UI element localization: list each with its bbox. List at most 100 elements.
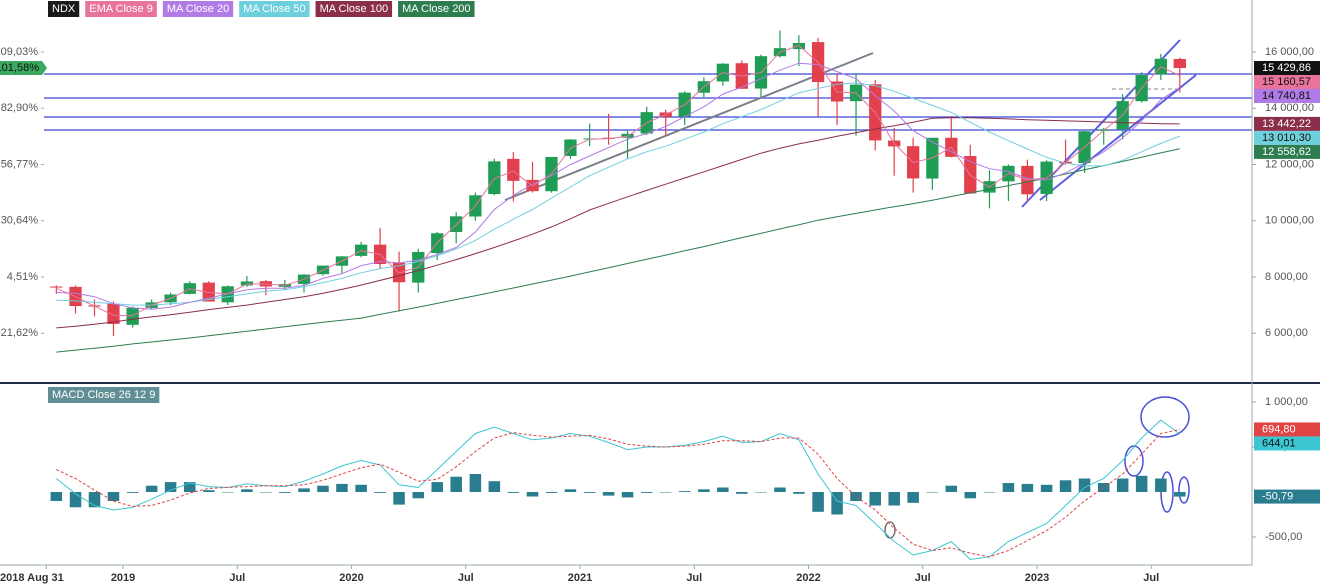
x-tick-label: 2021 — [568, 572, 592, 584]
histogram-bar — [260, 492, 272, 493]
histogram-bar — [145, 485, 158, 493]
value-badge — [1254, 74, 1320, 89]
ma-line — [56, 82, 1180, 306]
histogram-bar — [221, 492, 234, 493]
candle-body — [107, 303, 120, 324]
y-tick-label: 8 000,00 — [1265, 271, 1308, 283]
histogram-bar — [964, 492, 977, 499]
histogram-bar — [659, 492, 672, 493]
candle-body — [1173, 58, 1186, 68]
x-tick-label: 2020 — [339, 572, 363, 584]
y2-tick-label: 82,90% — [1, 102, 39, 114]
legend-label: MA Close 200 — [402, 3, 470, 15]
y-tick-label: 16 000,00 — [1265, 46, 1314, 58]
histogram-bar — [945, 485, 958, 493]
x-tick-label: 2019 — [111, 572, 135, 584]
y2-tick-label: 56,77% — [1, 158, 39, 170]
percent-badge-label: 101,58% — [0, 62, 39, 74]
value-badge-label: 12 558,62 — [1262, 146, 1311, 158]
y2-tick-label: -21,62% — [0, 327, 38, 339]
histogram-bar — [241, 489, 253, 493]
percent-badge-arrow — [42, 60, 47, 75]
value-badge-label: 14 740,81 — [1262, 90, 1311, 102]
histogram-bar — [507, 492, 520, 493]
candle-body — [50, 286, 63, 288]
histogram-bar — [621, 492, 634, 498]
histogram-bar — [450, 476, 462, 493]
legend-box — [85, 1, 157, 17]
x-tick-label: 2022 — [796, 572, 820, 584]
y-tick-label: 10 000,00 — [1265, 215, 1314, 227]
histogram-bar — [1116, 478, 1129, 493]
histogram-bar — [1002, 483, 1015, 493]
histogram-bar — [184, 482, 196, 493]
highlight-ellipse — [1140, 396, 1190, 438]
x-tick-label: Jul — [1143, 572, 1159, 584]
histogram-bar — [926, 492, 939, 493]
value-badge-label: 13 442,22 — [1262, 118, 1311, 130]
legend-box — [48, 1, 80, 17]
candle-body — [507, 158, 520, 181]
histogram-bar — [793, 492, 805, 494]
histogram-bar — [869, 492, 881, 506]
histogram-bar — [831, 492, 843, 515]
legend-label: NDX — [52, 3, 76, 15]
x-tick-label: Jul — [915, 572, 931, 584]
histogram-bar — [1174, 492, 1186, 497]
histogram-bar — [1155, 478, 1167, 493]
ma-line — [56, 62, 1181, 310]
x-tick-label: Jul — [686, 572, 702, 584]
value-badge — [1254, 60, 1320, 75]
histogram-bar — [336, 483, 348, 493]
histogram-bar — [1135, 475, 1148, 493]
histogram-bar — [640, 492, 653, 493]
percent-badge — [0, 60, 42, 75]
histogram-bar — [431, 482, 443, 493]
histogram-bar — [412, 492, 425, 499]
value-badge-label: 15 429,86 — [1262, 62, 1311, 74]
histogram-bar — [583, 492, 596, 493]
histogram-bar — [888, 492, 900, 506]
value-badge-label: 15 160,57 — [1262, 76, 1311, 88]
histogram-bar — [88, 492, 101, 508]
legend-label: MA Close 50 — [243, 3, 305, 15]
histogram-bar — [545, 492, 558, 493]
histogram-bar — [126, 492, 139, 493]
candle-body — [488, 161, 501, 195]
histogram-bar — [374, 492, 386, 493]
macd-line — [55, 419, 1181, 561]
histogram-bar — [1078, 478, 1091, 493]
histogram-bar — [393, 492, 405, 505]
histogram-bar — [736, 492, 748, 494]
y2-tick-label: 30,64% — [1, 215, 39, 227]
value-badge-label: 694,80 — [1262, 423, 1296, 435]
histogram-bar — [1021, 483, 1034, 493]
histogram-bar — [526, 492, 539, 497]
highlight-ellipse — [1178, 476, 1190, 504]
histogram-bar — [164, 482, 177, 493]
value-badge-label: 13 010,30 — [1262, 132, 1311, 144]
ma-line — [56, 117, 1180, 329]
channel-line — [1039, 74, 1197, 201]
value-badge — [1254, 116, 1320, 131]
y-tick-label: 6 000,00 — [1265, 327, 1308, 339]
histogram-bar — [717, 487, 729, 493]
histogram-bar — [1040, 484, 1053, 493]
y-tick-label: 14 000,00 — [1265, 102, 1314, 114]
histogram-bar — [279, 492, 291, 493]
histogram-bar — [488, 481, 501, 493]
ma-line — [56, 44, 1181, 317]
legend-box — [162, 1, 234, 17]
ma-line — [56, 148, 1180, 353]
value-badge — [1254, 422, 1320, 437]
histogram-bar — [850, 492, 862, 502]
candle-body — [240, 281, 254, 286]
highlight-ellipse — [1124, 445, 1144, 477]
histogram-bar — [298, 488, 310, 493]
histogram-bar — [1059, 480, 1072, 493]
y2-tick-label: 4,51% — [7, 271, 38, 283]
value-badge-label: -50,79 — [1262, 490, 1293, 502]
legend-label: MA Close 100 — [320, 3, 388, 15]
